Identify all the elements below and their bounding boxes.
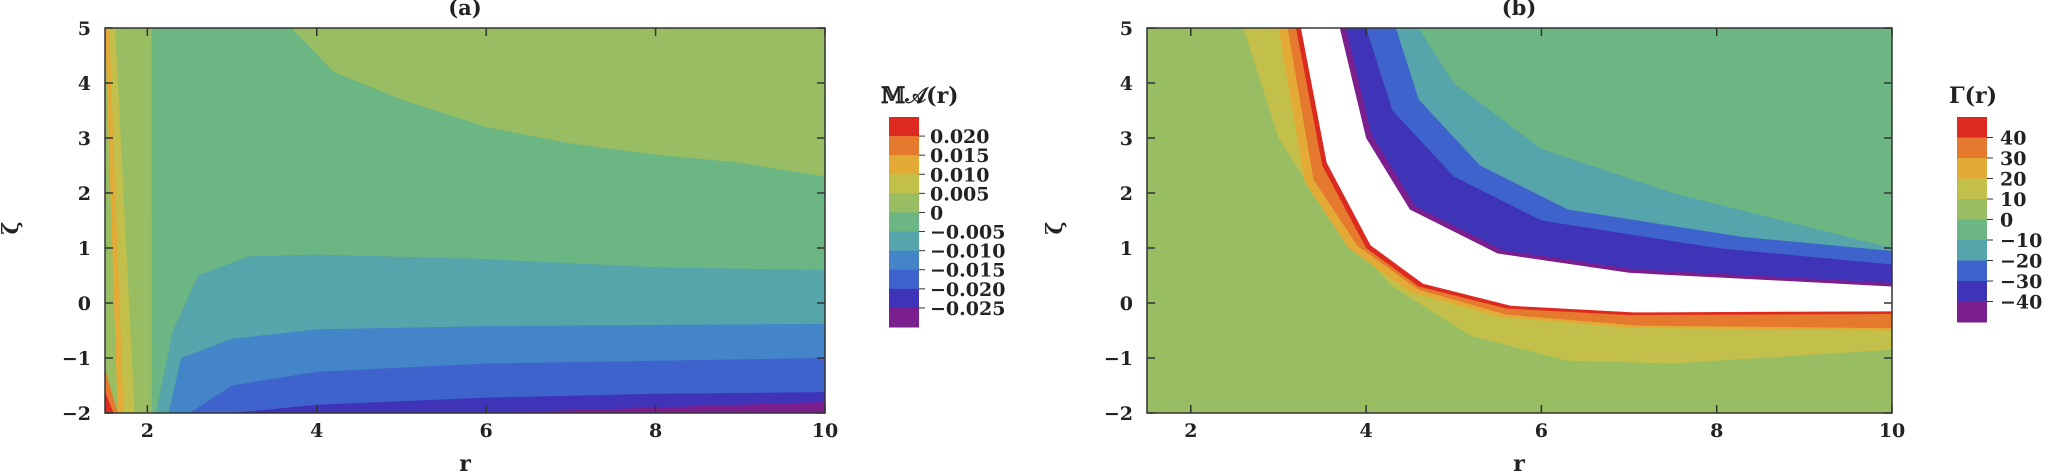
y-tick-label: −2 (62, 403, 91, 425)
legend-label: −0.025 (930, 298, 1005, 320)
region-upper-0 (1418, 28, 1892, 248)
legend-swatch (1957, 199, 1987, 220)
x-tick-label: 10 (1879, 420, 1905, 442)
legend-swatch (889, 288, 919, 309)
x-tick-label: 8 (649, 420, 662, 442)
edge-band-4 (105, 391, 114, 413)
y-tick-label: 3 (78, 128, 91, 150)
x-tick-label: 10 (812, 420, 838, 442)
panel-title: (a) (448, 0, 481, 20)
y-tick-label: −1 (62, 348, 91, 370)
legend-label: 20 (2000, 169, 2026, 191)
legend-label: −0.010 (930, 241, 1005, 263)
legend-label: 40 (2000, 128, 2026, 150)
edge-band-1 (109, 28, 135, 413)
legend-swatch (1957, 301, 1987, 323)
legend: 𝕄𝒜(r)0.0200.0150.0100.0050−0.005−0.010−0… (881, 83, 1005, 328)
y-tick-label: 1 (1120, 238, 1133, 260)
legend-swatch (1957, 137, 1987, 159)
legend-swatch (889, 231, 919, 252)
legend-label: −40 (2000, 292, 2042, 314)
edge-band-2 (105, 28, 124, 413)
x-tick-label: 2 (141, 420, 154, 442)
legend-label: 30 (2000, 148, 2026, 170)
y-tick-label: −2 (1104, 403, 1133, 425)
y-axis-label: ζ (1042, 221, 1068, 234)
panel-a: 2 4 6 8 10 −2 −1 0 1 2 3 4 5 (a) r ζ 𝕄𝒜(r) 0.0200.0150.01… (0, 0, 1005, 472)
x-tick-label: 6 (480, 420, 493, 442)
y-axis-label: ζ (0, 221, 24, 234)
y-tick-label: 3 (1120, 128, 1133, 150)
plot-frame (104, 27, 826, 414)
legend-label: 0 (2000, 210, 2013, 232)
legend-label: 0.005 (930, 183, 990, 205)
legend-label: 0 (930, 202, 943, 224)
legend-label: −0.005 (930, 222, 1005, 244)
y-tick-label: 5 (78, 18, 91, 40)
legend-swatch (1957, 240, 1987, 261)
legend-swatch (889, 136, 919, 156)
legend-swatch (1957, 260, 1987, 282)
legend-title: 𝕄𝒜(r) (881, 83, 959, 109)
legend-swatch (889, 174, 919, 194)
x-tick-label: 6 (1535, 420, 1548, 442)
legend-swatch (889, 155, 919, 175)
legend-swatch (1957, 281, 1987, 302)
legend-swatch (889, 212, 919, 233)
legend-swatch (1957, 178, 1987, 200)
legend-title: Γ(r) (1949, 83, 1997, 109)
panel-b: 2 4 6 8 10−2−1012345(b)rζΓ(r)403020100−10−20… (1042, 0, 2042, 472)
legend-swatch (1957, 158, 1987, 179)
x-tick-label: 4 (1360, 420, 1373, 442)
x-tick-label: 4 (310, 420, 323, 442)
legend-label: −10 (2000, 230, 2042, 252)
legend-swatch (889, 193, 919, 213)
panel-title: (b) (1502, 0, 1537, 20)
x-axis-label: r (459, 451, 471, 472)
y-tick-label: 5 (1120, 18, 1133, 40)
y-tick-label: 4 (78, 73, 91, 95)
legend-label: −30 (2000, 271, 2042, 293)
x-tick-label: 2 (1184, 420, 1197, 442)
legend-swatch (1957, 219, 1987, 241)
legend-label: 10 (2000, 189, 2026, 211)
legend-label: 0.010 (930, 164, 990, 186)
x-axis-label: r (1513, 451, 1525, 472)
legend-swatch (889, 250, 919, 271)
edge-band-0 (115, 28, 152, 413)
plot-frame (1146, 27, 1893, 414)
y-tick-label: 0 (78, 293, 91, 315)
y-tick-label: 0 (1120, 293, 1133, 315)
legend-swatch (1957, 117, 1987, 138)
legend-label: 0.015 (930, 145, 990, 167)
y-tick-label: 4 (1120, 73, 1133, 95)
legend-label: −0.015 (930, 260, 1005, 282)
y-tick-label: 2 (78, 183, 91, 205)
legend-swatch (889, 117, 919, 137)
y-tick-label: 2 (1120, 183, 1133, 205)
legend-label: 0.020 (930, 126, 990, 148)
legend-swatch (889, 307, 919, 328)
y-tick-label: −1 (1104, 348, 1133, 370)
legend-swatch (889, 269, 919, 290)
x-tick-label: 8 (1710, 420, 1723, 442)
legend-label: −20 (2000, 251, 2042, 273)
y-tick-label: 1 (78, 238, 91, 260)
legend-label: −0.020 (930, 279, 1005, 301)
